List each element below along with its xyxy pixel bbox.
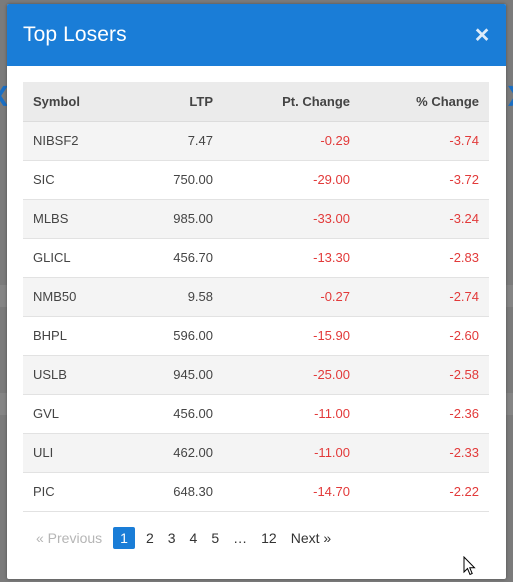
mouse-cursor-icon (463, 556, 476, 576)
table-row[interactable]: PIC 648.30 -14.70 -2.22 (23, 472, 489, 511)
cell-symbol[interactable]: NMB50 (33, 289, 77, 304)
cell-pt-change: -0.29 (320, 133, 350, 148)
cell-pct-change: -3.74 (449, 133, 479, 148)
table-row[interactable]: SIC 750.00 -29.00 -3.72 (23, 160, 489, 199)
cell-ltp: 648.30 (173, 484, 213, 499)
cell-pct-change: -2.22 (449, 484, 479, 499)
cell-pct-change: -3.72 (449, 172, 479, 187)
pagination-pages: 1 2 3 4 5… 12 (109, 527, 284, 549)
cell-symbol[interactable]: SIC (33, 172, 55, 187)
cell-pt-change: -14.70 (313, 484, 350, 499)
pagination-previous[interactable]: « Previous (36, 530, 103, 546)
cell-pt-change: -0.27 (320, 289, 350, 304)
cell-pct-change: -2.74 (449, 289, 479, 304)
cell-pt-change: -25.00 (313, 367, 350, 382)
cell-pt-change: -29.00 (313, 172, 350, 187)
losers-table: Symbol LTP Pt. Change % Change NIBSF2 7.4… (23, 82, 489, 512)
pagination-page[interactable]: 1 (113, 527, 135, 549)
cell-pct-change: -2.33 (449, 445, 479, 460)
table-row[interactable]: USLB 945.00 -25.00 -2.58 (23, 355, 489, 394)
pagination-page[interactable]: 4 (189, 530, 198, 546)
cell-pt-change: -15.90 (313, 328, 350, 343)
pagination-next[interactable]: Next » (290, 530, 332, 546)
cell-symbol[interactable]: GLICL (33, 250, 71, 265)
cell-ltp: 456.70 (173, 250, 213, 265)
cell-pct-change: -3.24 (449, 211, 479, 226)
backdrop-prev-arrow-icon: ❮ (0, 84, 11, 106)
losers-table-wrapper: Symbol LTP Pt. Change % Change NIBSF2 7.4… (23, 82, 489, 512)
table-header-row: Symbol LTP Pt. Change % Change (23, 82, 489, 122)
cell-ltp: 945.00 (173, 367, 213, 382)
table-row[interactable]: NMB50 9.58 -0.27 -2.74 (23, 277, 489, 316)
cell-symbol[interactable]: USLB (33, 367, 67, 382)
table-body: NIBSF2 7.47 -0.29 -3.74 SIC 750.00 -29.00 -3.72… (23, 121, 489, 511)
cell-ltp: 596.00 (173, 328, 213, 343)
column-header-pct-change[interactable]: % Change (350, 82, 489, 122)
pagination-ellipsis: … (233, 530, 248, 546)
top-losers-modal: Top Losers × Symbol LTP Pt. Change % Cha… (7, 4, 506, 579)
cell-pct-change: -2.36 (449, 406, 479, 421)
cell-ltp: 462.00 (173, 445, 213, 460)
column-header-pt-change[interactable]: Pt. Change (213, 82, 350, 122)
close-icon[interactable]: × (474, 21, 490, 49)
cell-ltp: 9.58 (187, 289, 213, 304)
modal-title: Top Losers (23, 23, 127, 46)
table-row[interactable]: NIBSF2 7.47 -0.29 -3.74 (23, 121, 489, 160)
column-header-symbol[interactable]: Symbol (23, 82, 143, 122)
cell-ltp: 985.00 (173, 211, 213, 226)
cell-symbol[interactable]: NIBSF2 (33, 133, 79, 148)
cell-pct-change: -2.60 (449, 328, 479, 343)
cell-symbol[interactable]: MLBS (33, 211, 69, 226)
cell-symbol[interactable]: GVL (33, 406, 60, 421)
cell-pt-change: -13.30 (313, 250, 350, 265)
pagination-page[interactable]: 12 (261, 530, 277, 546)
pagination-page[interactable]: 5 (211, 530, 220, 546)
table-row[interactable]: MLBS 985.00 -33.00 -3.24 (23, 199, 489, 238)
pagination-page[interactable]: 3 (167, 530, 176, 546)
cell-pt-change: -11.00 (314, 406, 350, 421)
cell-ltp: 7.47 (187, 133, 213, 148)
cell-symbol[interactable]: BHPL (33, 328, 67, 343)
cell-pt-change: -11.00 (314, 445, 350, 460)
backdrop-next-arrow-icon: ❯ (505, 84, 513, 106)
pagination: « Previous 1 2 3 4 5… 12 Next » (29, 526, 338, 550)
table-row[interactable]: ULI 462.00 -11.00 -2.33 (23, 433, 489, 472)
cell-pt-change: -33.00 (313, 211, 350, 226)
cell-pct-change: -2.83 (449, 250, 479, 265)
cell-pct-change: -2.58 (449, 367, 479, 382)
cell-ltp: 456.00 (173, 406, 213, 421)
pagination-page[interactable]: 2 (145, 530, 154, 546)
cell-symbol[interactable]: PIC (33, 484, 55, 499)
cell-symbol[interactable]: ULI (33, 445, 54, 460)
column-header-ltp[interactable]: LTP (143, 82, 213, 122)
table-row[interactable]: GLICL 456.70 -13.30 -2.83 (23, 238, 489, 277)
table-row[interactable]: GVL 456.00 -11.00 -2.36 (23, 394, 489, 433)
modal-header: Top Losers × (7, 4, 506, 66)
table-row[interactable]: BHPL 596.00 -15.90 -2.60 (23, 316, 489, 355)
cell-ltp: 750.00 (173, 172, 213, 187)
